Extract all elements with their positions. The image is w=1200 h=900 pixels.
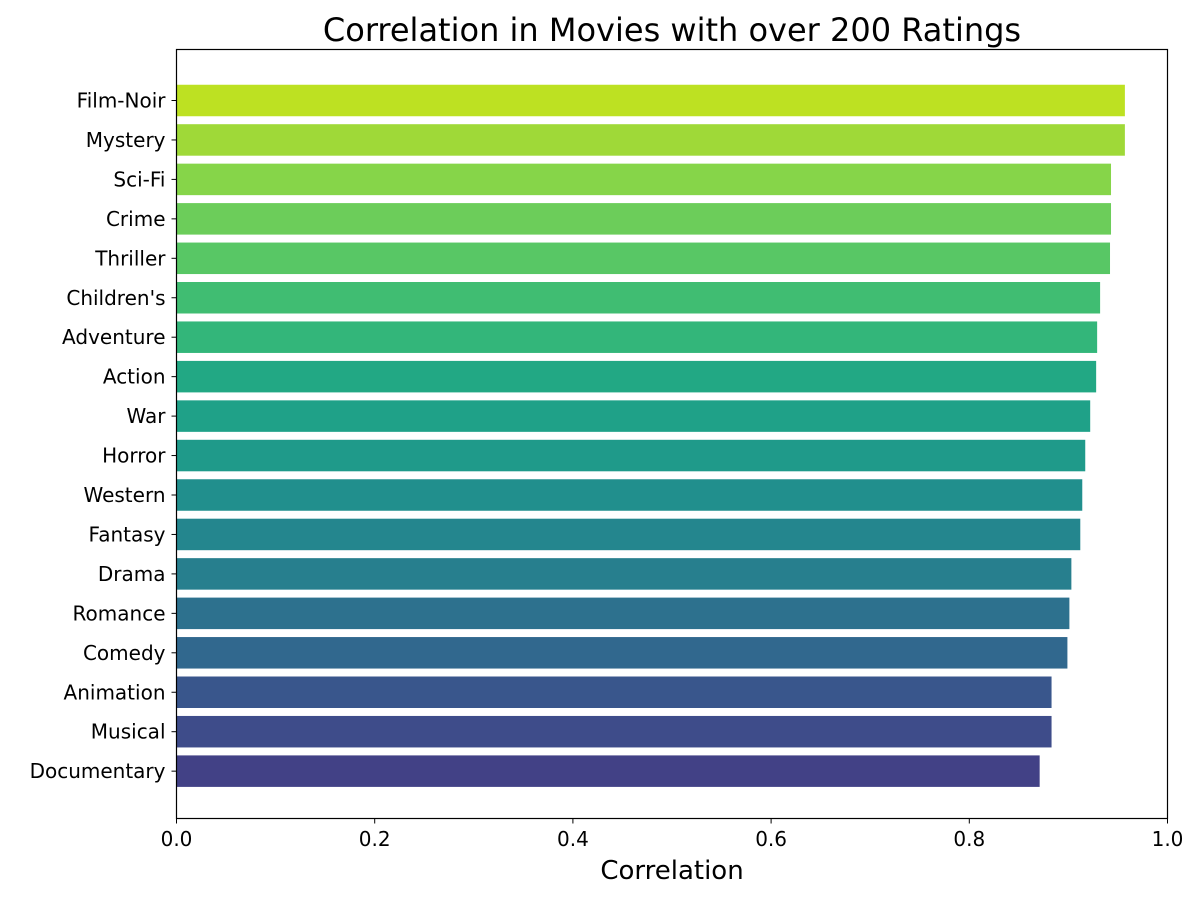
category-label: Documentary: [30, 759, 166, 783]
bar-mystery: [176, 124, 1125, 156]
x-tick-label: 0.8: [953, 827, 985, 851]
category-label: Musical: [91, 720, 166, 744]
x-tick-label: 0.2: [359, 827, 391, 851]
x-tick-label: 1.0: [1152, 827, 1184, 851]
bar-thriller: [176, 242, 1111, 275]
category-label: Western: [83, 483, 165, 507]
bar-animation: [176, 676, 1052, 708]
bar-comedy: [176, 637, 1068, 669]
category-label: War: [127, 404, 167, 428]
bar-musical: [176, 715, 1052, 748]
category-label: Adventure: [62, 325, 165, 349]
category-label: Comedy: [83, 641, 166, 665]
category-label: Thriller: [94, 246, 166, 270]
category-label: Fantasy: [89, 522, 166, 546]
bar-adventure: [176, 321, 1098, 353]
chart-title: Correlation in Movies with over 200 Rati…: [323, 11, 1021, 49]
x-tick-label: 0.4: [557, 827, 589, 851]
bar-action: [176, 360, 1097, 393]
bar-children-s: [176, 282, 1101, 314]
x-tick-label: 0.0: [161, 827, 193, 851]
bar-film-noir: [176, 84, 1125, 117]
category-label: Romance: [73, 601, 166, 625]
category-label: Sci-Fi: [113, 167, 165, 191]
category-label: Mystery: [86, 128, 166, 152]
bar-horror: [176, 439, 1086, 472]
x-tick-label: 0.6: [755, 827, 787, 851]
category-label: Action: [103, 365, 166, 389]
bars-group: [176, 84, 1125, 787]
x-axis-ticks: 0.0 0.2 0.4 0.6 0.8 1.0: [161, 818, 1184, 851]
plot-frame: [175, 48, 1169, 820]
category-label: Horror: [102, 444, 166, 468]
category-label: Film-Noir: [77, 89, 167, 113]
x-axis-label: Correlation: [600, 856, 743, 886]
bar-war: [176, 400, 1091, 432]
category-label: Drama: [98, 562, 166, 586]
bar-drama: [176, 558, 1072, 590]
bar-fantasy: [176, 518, 1081, 551]
bar-documentary: [176, 755, 1040, 787]
bar-western: [176, 479, 1083, 511]
category-labels: Film-Noir Mystery Sci-Fi Crime Thriller Child…: [30, 89, 177, 783]
category-label: Animation: [64, 680, 166, 704]
category-label: Crime: [106, 207, 166, 231]
bar-crime: [176, 203, 1112, 235]
bar-sci-fi: [176, 163, 1112, 196]
bar-romance: [176, 597, 1070, 630]
category-label: Children's: [66, 286, 165, 310]
